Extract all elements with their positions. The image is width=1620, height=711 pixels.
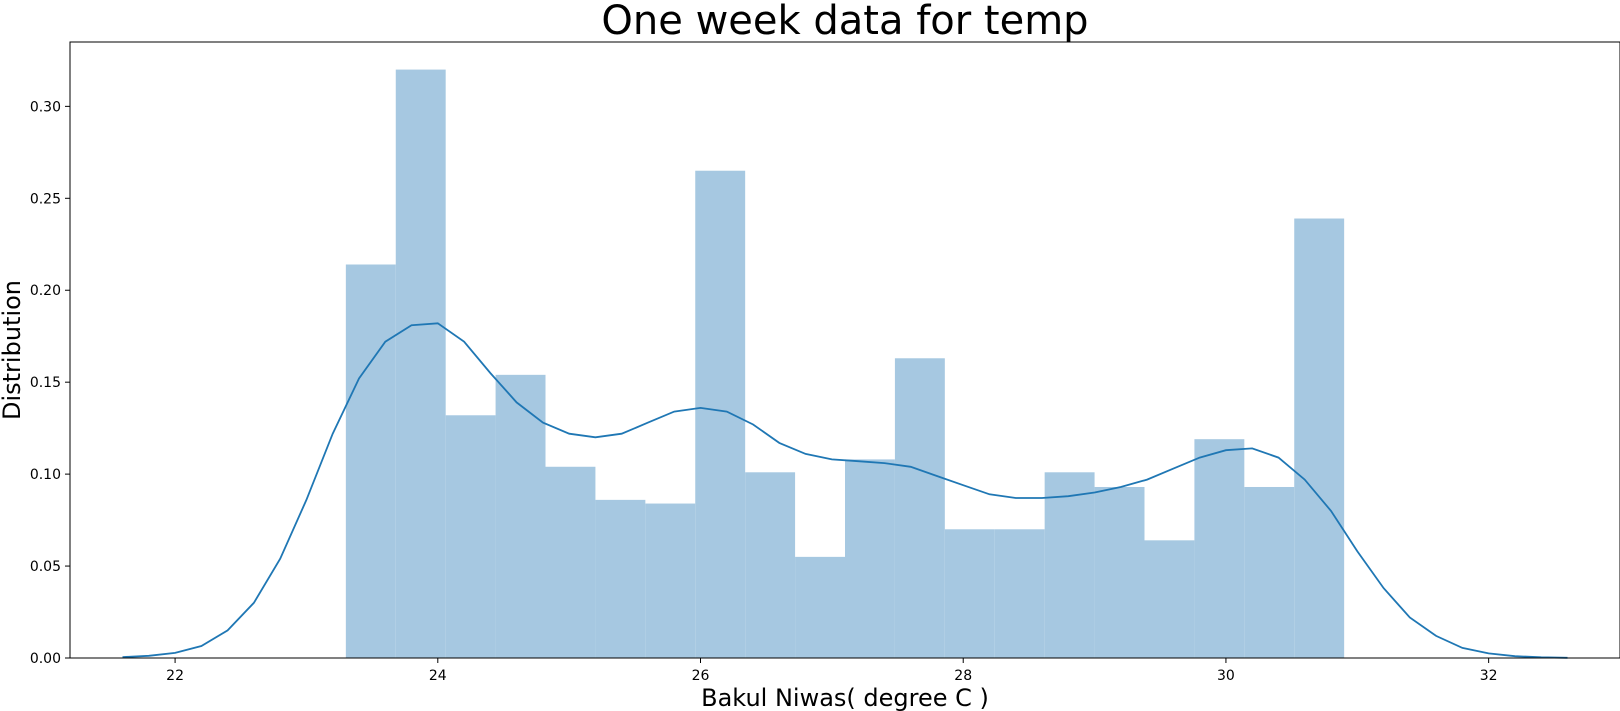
- kde-curve-group: [122, 322, 1568, 659]
- histogram-bar-6: [645, 503, 696, 658]
- histogram-bar-5: [595, 499, 646, 658]
- histogram-bars: [345, 69, 1345, 658]
- histogram-bar-3: [495, 374, 546, 658]
- histogram-bar-18: [1244, 486, 1295, 658]
- x-axis-ticks: 22 24 26 28 30 32: [166, 658, 1498, 684]
- histogram-bar-7: [695, 170, 746, 658]
- y-tick-label-2: 0.10: [30, 467, 61, 483]
- y-axis-label: Distribution: [0, 280, 26, 420]
- histogram-bar-9: [795, 556, 845, 658]
- histogram-bar-2: [445, 415, 496, 658]
- x-tick-label-0: 22: [166, 668, 184, 684]
- y-tick-label-5: 0.25: [30, 191, 61, 207]
- histogram-bar-13: [994, 529, 1045, 658]
- x-tick-label-3: 28: [954, 668, 972, 684]
- y-tick-label-1: 0.05: [30, 559, 61, 575]
- y-tick-label-4: 0.20: [30, 283, 61, 299]
- histogram-bar-0: [345, 264, 396, 658]
- histogram-bar-4: [545, 466, 596, 658]
- histogram-bar-15: [1094, 486, 1145, 658]
- y-tick-label-0: 0.00: [30, 651, 61, 667]
- histogram-bar-8: [745, 472, 796, 658]
- histogram-bar-11: [894, 358, 945, 658]
- x-axis-label: Bakul Niwas( degree C ): [701, 684, 989, 711]
- histogram-bar-16: [1144, 540, 1195, 658]
- y-tick-label-3: 0.15: [30, 375, 61, 391]
- x-tick-label-4: 30: [1217, 668, 1235, 684]
- x-tick-label-5: 32: [1480, 668, 1498, 684]
- plot-area-frame: [69, 41, 1620, 659]
- y-axis-ticks: 0.00 0.05 0.10 0.15 0.20 0.25 0.30: [30, 99, 70, 667]
- histogram-bar-10: [845, 459, 895, 658]
- kde-line: [122, 322, 1568, 659]
- chart-title: One week data for temp: [601, 0, 1088, 44]
- histogram-bar-1: [395, 69, 446, 658]
- x-tick-label-1: 24: [429, 668, 447, 684]
- histogram-bar-17: [1194, 439, 1245, 658]
- histogram-bar-12: [944, 529, 995, 658]
- x-tick-label-2: 26: [692, 668, 710, 684]
- histogram-bar-14: [1044, 472, 1095, 658]
- y-tick-label-6: 0.30: [30, 99, 61, 115]
- histogram-bar-19: [1294, 218, 1345, 658]
